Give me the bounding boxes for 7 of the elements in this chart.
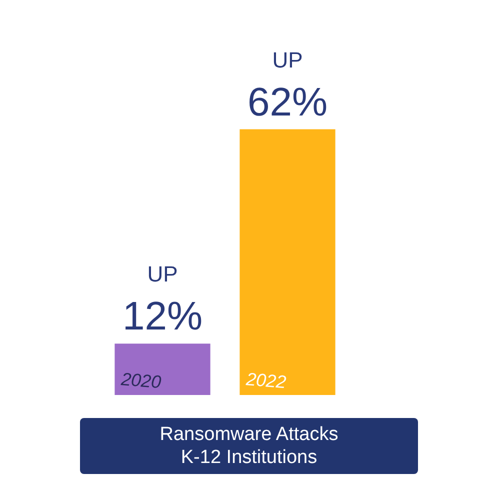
x-tick-label: 2020 (119, 368, 162, 392)
data-label: 62% (247, 80, 328, 124)
x-tick-label: 2022 (244, 368, 287, 392)
annotation: UP (147, 262, 178, 287)
data-label: 12% (122, 294, 203, 339)
text: Ransomware Attacks K-12 Institutions (80, 418, 418, 474)
annotation: UP (272, 47, 303, 72)
